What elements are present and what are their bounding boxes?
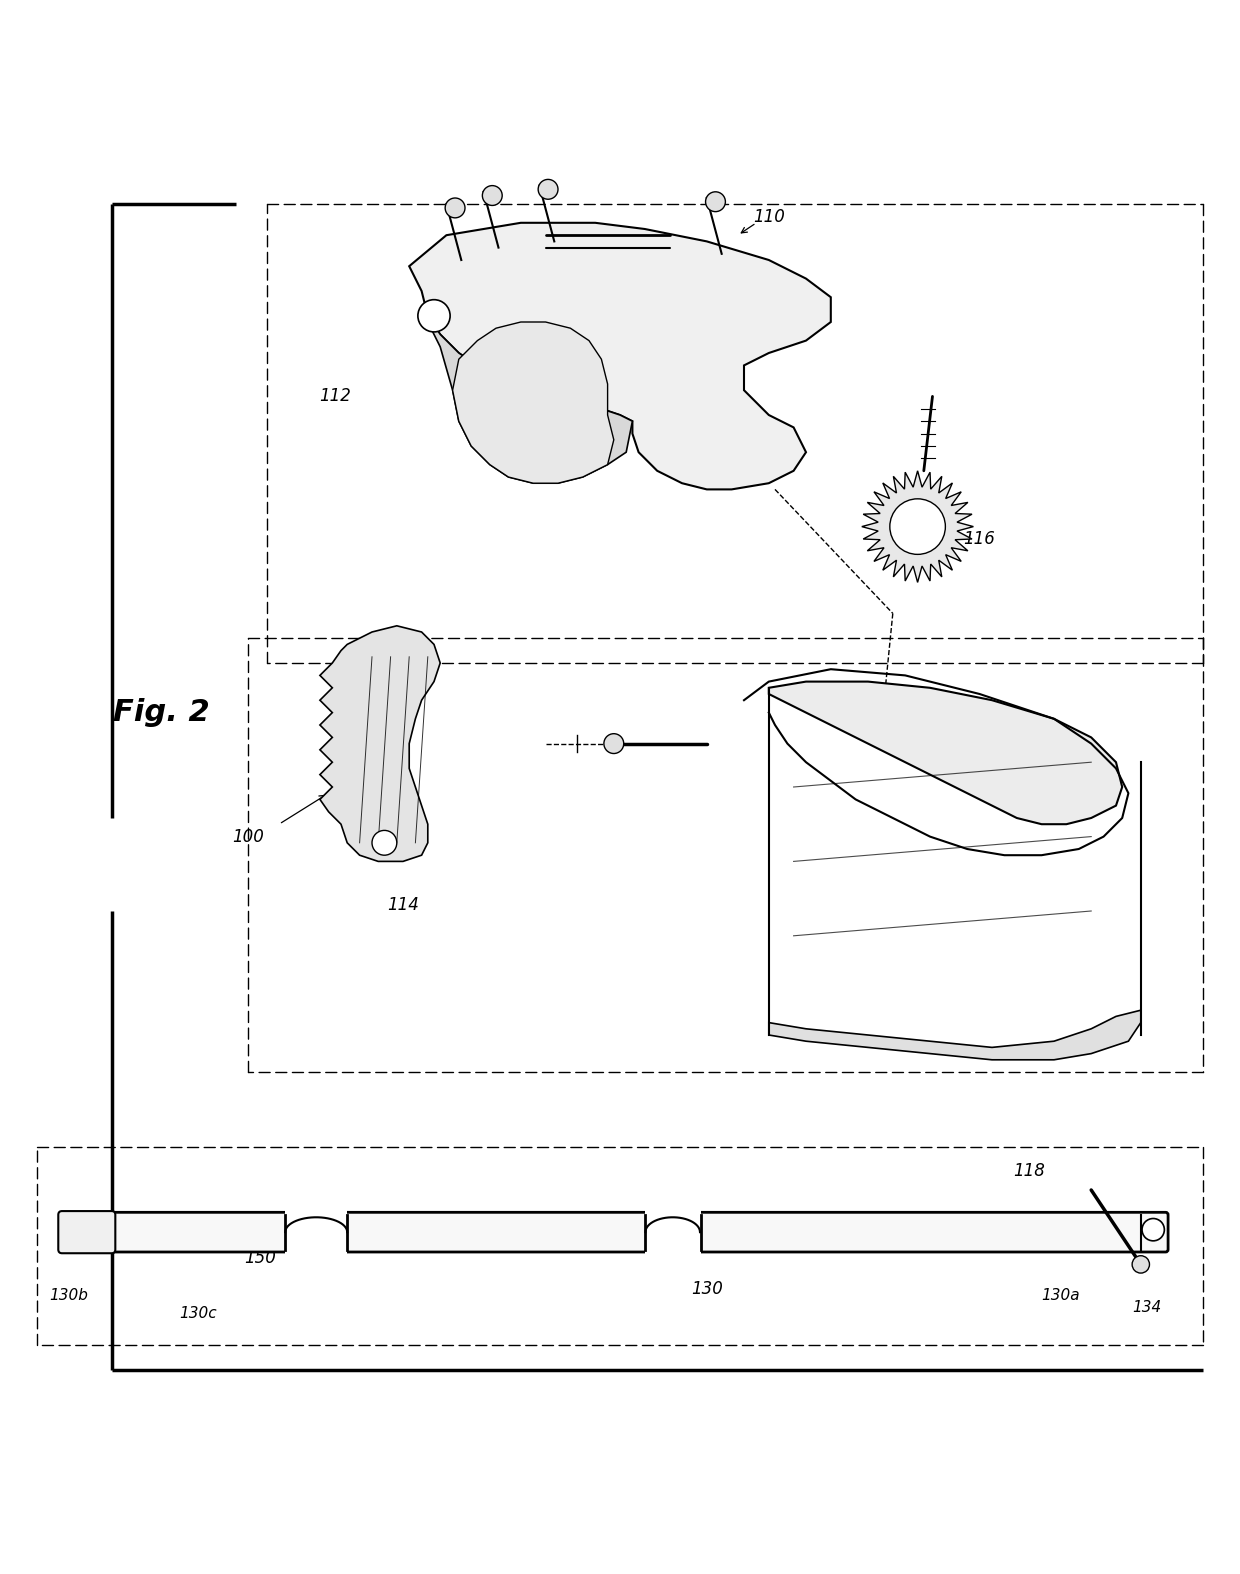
- Circle shape: [706, 192, 725, 211]
- Text: 114: 114: [387, 896, 419, 914]
- Bar: [645, 1210, 701, 1254]
- Text: 134: 134: [1132, 1300, 1162, 1316]
- Circle shape: [372, 831, 397, 855]
- Bar: [285, 1210, 347, 1254]
- Polygon shape: [428, 316, 632, 483]
- Text: 112: 112: [319, 387, 351, 406]
- Text: 150: 150: [244, 1250, 277, 1267]
- Text: 130: 130: [691, 1280, 723, 1299]
- Text: 130c: 130c: [180, 1306, 217, 1322]
- Text: 100: 100: [232, 828, 264, 845]
- Circle shape: [604, 733, 624, 754]
- Polygon shape: [409, 224, 831, 490]
- Circle shape: [890, 499, 945, 554]
- Polygon shape: [320, 626, 440, 861]
- Circle shape: [445, 198, 465, 217]
- Text: Fig. 2: Fig. 2: [113, 699, 210, 727]
- Circle shape: [418, 299, 450, 332]
- Text: 130b: 130b: [48, 1288, 88, 1303]
- Text: 118: 118: [1013, 1163, 1045, 1180]
- Polygon shape: [769, 1011, 1141, 1059]
- Circle shape: [1132, 1256, 1149, 1273]
- Polygon shape: [862, 471, 973, 582]
- Circle shape: [482, 186, 502, 206]
- Text: 130a: 130a: [1040, 1288, 1080, 1303]
- Text: 116: 116: [963, 530, 996, 548]
- FancyBboxPatch shape: [58, 1210, 115, 1253]
- FancyBboxPatch shape: [60, 1212, 1168, 1251]
- Polygon shape: [453, 323, 614, 483]
- Polygon shape: [769, 682, 1122, 825]
- Circle shape: [1142, 1218, 1164, 1240]
- Text: 110: 110: [753, 208, 785, 225]
- Circle shape: [538, 179, 558, 200]
